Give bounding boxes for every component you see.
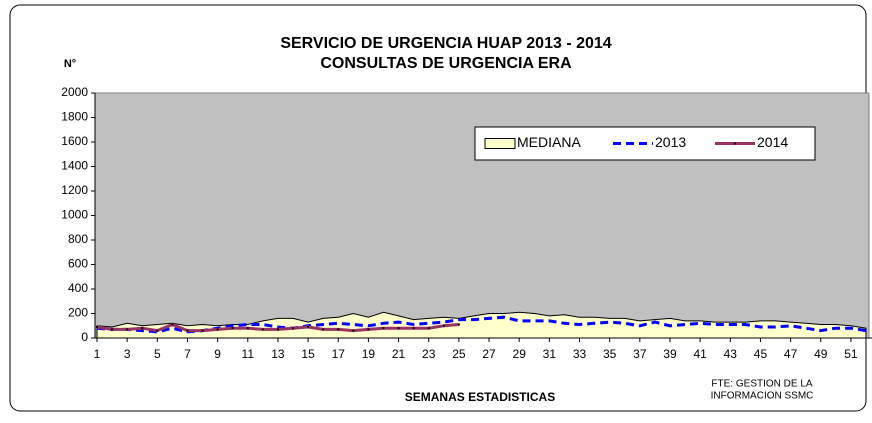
x-tick-label: 9 bbox=[214, 347, 221, 361]
x-tick-label: 11 bbox=[242, 347, 255, 361]
x-tick-label: 33 bbox=[573, 347, 587, 361]
x-tick-label: 7 bbox=[184, 347, 191, 361]
point-2014 bbox=[292, 327, 295, 330]
point-2014 bbox=[96, 325, 98, 328]
x-tick-label: 29 bbox=[513, 347, 527, 361]
point-2014 bbox=[322, 328, 325, 331]
legend-label: MEDIANA bbox=[517, 134, 581, 150]
legend-swatch bbox=[484, 138, 516, 149]
legend-label: 2014 bbox=[757, 134, 788, 150]
chart-subtitle: CONSULTAS DE URGENCIA ERA bbox=[320, 55, 572, 72]
x-tick-label: 31 bbox=[543, 347, 557, 361]
point-2014 bbox=[352, 329, 355, 332]
x-tick-label: 21 bbox=[392, 347, 406, 361]
point-2014 bbox=[337, 328, 340, 331]
chart-title: SERVICIO DE URGENCIA HUAP 2013 - 2014 bbox=[280, 35, 611, 52]
point-2014 bbox=[141, 327, 144, 330]
x-tick-label: 39 bbox=[663, 347, 677, 361]
y-tick-label: 200 bbox=[68, 306, 88, 320]
y-tick-label: 600 bbox=[68, 257, 88, 271]
source-note: INFORMACION SSMC bbox=[711, 391, 814, 402]
point-2014 bbox=[457, 323, 460, 326]
point-2014 bbox=[307, 325, 310, 328]
point-2014 bbox=[276, 328, 279, 331]
y-axis-label: N° bbox=[64, 58, 76, 70]
source-note: FTE: GESTION DE LA bbox=[711, 379, 812, 390]
x-tick-label: 17 bbox=[332, 347, 346, 361]
y-tick-label: 2000 bbox=[61, 85, 88, 99]
x-tick-label: 37 bbox=[633, 347, 647, 361]
y-tick-label: 1200 bbox=[61, 183, 88, 197]
x-tick-label: 51 bbox=[844, 347, 858, 361]
point-2014 bbox=[261, 328, 264, 331]
point-2014 bbox=[246, 327, 249, 330]
x-tick-label: 5 bbox=[154, 347, 161, 361]
point-2014 bbox=[412, 327, 415, 330]
y-tick-label: 0 bbox=[81, 330, 88, 344]
point-2014 bbox=[397, 327, 400, 330]
point-2014 bbox=[126, 328, 129, 331]
point-2014 bbox=[156, 329, 159, 332]
x-tick-label: 35 bbox=[603, 347, 617, 361]
y-tick-label: 1400 bbox=[61, 159, 88, 173]
y-tick-label: 1600 bbox=[61, 134, 88, 148]
point-2014 bbox=[186, 329, 189, 332]
x-tick-label: 47 bbox=[784, 347, 798, 361]
y-tick-label: 1800 bbox=[61, 110, 88, 124]
x-tick-label: 41 bbox=[693, 347, 707, 361]
legend-marker bbox=[734, 142, 736, 145]
point-2014 bbox=[442, 324, 445, 327]
point-2014 bbox=[382, 327, 385, 330]
y-tick-label: 1000 bbox=[61, 208, 88, 222]
point-2014 bbox=[201, 329, 204, 332]
point-2014 bbox=[216, 328, 219, 331]
legend-label: 2013 bbox=[655, 134, 686, 150]
x-axis-label: SEMANAS ESTADISTICAS bbox=[405, 390, 555, 404]
x-tick-label: 43 bbox=[724, 347, 738, 361]
x-tick-label: 25 bbox=[452, 347, 466, 361]
x-tick-label: 15 bbox=[301, 347, 315, 361]
y-tick-label: 400 bbox=[68, 281, 88, 295]
x-tick-label: 45 bbox=[754, 347, 768, 361]
point-2014 bbox=[231, 327, 234, 330]
x-tick-label: 49 bbox=[814, 347, 828, 361]
point-2014 bbox=[171, 323, 174, 326]
x-tick-label: 13 bbox=[271, 347, 285, 361]
point-2014 bbox=[111, 328, 114, 331]
point-2014 bbox=[427, 327, 430, 330]
x-tick-label: 19 bbox=[362, 347, 376, 361]
point-2014 bbox=[367, 328, 370, 331]
x-tick-label: 3 bbox=[124, 347, 131, 361]
x-tick-label: 1 bbox=[94, 347, 101, 361]
x-tick-label: 27 bbox=[482, 347, 496, 361]
x-tick-label: 23 bbox=[422, 347, 436, 361]
y-tick-label: 800 bbox=[68, 232, 88, 246]
